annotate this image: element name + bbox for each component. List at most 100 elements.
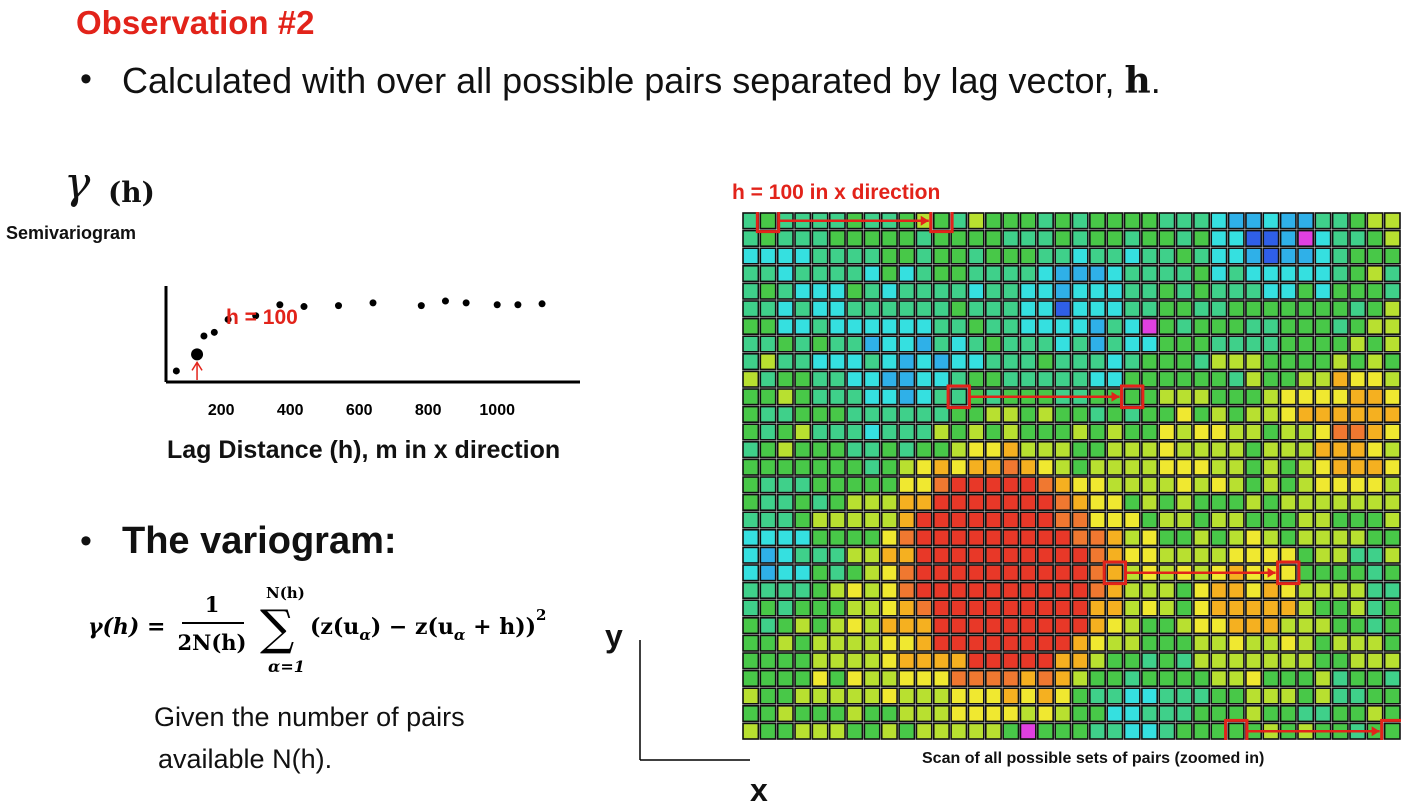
grid-cell xyxy=(1123,317,1141,335)
pairs-note-line1: Given the number of pairs xyxy=(154,702,465,732)
grid-cell xyxy=(1366,441,1384,459)
grid-cell xyxy=(1210,634,1228,652)
formula-numerator: 1 xyxy=(205,592,220,617)
grid-cell xyxy=(1349,335,1367,353)
grid-cell xyxy=(1089,353,1106,371)
grid-cell xyxy=(1349,282,1367,300)
grid-cell xyxy=(846,669,864,688)
grid-cell xyxy=(1210,300,1228,318)
grid-cell xyxy=(1019,212,1037,230)
grid-cell xyxy=(1193,546,1211,564)
grid-cell xyxy=(880,581,898,600)
grid-cell xyxy=(1314,335,1332,353)
grid-cell xyxy=(1245,493,1263,512)
grid-cell xyxy=(828,405,846,424)
grid-cell xyxy=(1383,423,1401,441)
grid-cell xyxy=(1019,247,1037,265)
grid-cell xyxy=(828,282,846,300)
grid-cell xyxy=(1297,335,1315,353)
grid-cell xyxy=(1245,528,1263,547)
grid-cell xyxy=(1054,687,1072,705)
grid-cell xyxy=(1227,493,1245,512)
grid-cell xyxy=(1314,669,1332,688)
grid-cell xyxy=(1089,528,1106,547)
grid-cell xyxy=(776,493,794,512)
chart-highlight-label: h = 100 xyxy=(226,306,298,329)
grid-cell xyxy=(1071,405,1089,424)
grid-cell xyxy=(915,704,933,723)
grid-cell xyxy=(1175,264,1193,283)
grid-cell xyxy=(1071,634,1089,652)
grid-cell xyxy=(1210,511,1228,529)
grid-cell xyxy=(1297,511,1315,529)
grid-cell xyxy=(1210,687,1228,705)
grid-cell xyxy=(1158,616,1176,635)
grid-cell xyxy=(742,528,760,547)
grid-cell xyxy=(1279,458,1297,476)
grid-cell xyxy=(880,353,898,371)
grid-cell xyxy=(776,264,794,283)
grid-cell xyxy=(828,353,846,371)
grid-cell xyxy=(1175,546,1193,564)
formula-power: 2 xyxy=(536,606,546,624)
grid-cell xyxy=(984,546,1002,564)
data-point xyxy=(300,303,308,311)
grid-cell xyxy=(1037,264,1054,283)
grid-cell xyxy=(776,511,794,529)
grid-cell xyxy=(1141,264,1159,283)
grid-cell xyxy=(1297,581,1315,600)
grid-cell xyxy=(1141,581,1159,600)
grid-cell xyxy=(984,722,1002,740)
grid-cell xyxy=(1089,423,1106,441)
grid-cell xyxy=(1245,264,1263,283)
grid-cell xyxy=(1279,441,1297,459)
grid-cell xyxy=(776,229,794,248)
grid-cell xyxy=(828,229,846,248)
grid-cell xyxy=(950,247,968,265)
grid-cell xyxy=(1037,581,1054,600)
grid-cell xyxy=(1227,264,1245,283)
grid-cell xyxy=(1054,704,1072,723)
grid-cell xyxy=(1054,476,1072,494)
grid-cell xyxy=(776,317,794,335)
grid-cell xyxy=(1037,722,1054,740)
grid-cell xyxy=(898,476,916,494)
grid-cell xyxy=(846,616,864,635)
grid-cell xyxy=(1054,564,1072,582)
grid-cell xyxy=(1210,476,1228,494)
grid-cell xyxy=(1071,528,1089,547)
grid-cell xyxy=(1262,581,1280,600)
grid-cell xyxy=(1227,722,1245,740)
grid-cell xyxy=(742,652,760,670)
grid-cell xyxy=(776,704,794,723)
grid-cell xyxy=(1245,229,1263,248)
grid-cell xyxy=(1227,317,1245,335)
grid-cell xyxy=(984,581,1002,600)
grid-cell xyxy=(1349,616,1367,635)
grid-cell xyxy=(915,476,933,494)
grid-cell xyxy=(950,564,968,582)
grid-cell xyxy=(1158,317,1176,335)
grid-cell xyxy=(863,546,881,564)
grid-cell xyxy=(1227,581,1245,600)
grid-cell xyxy=(1279,282,1297,300)
grid-cell xyxy=(1297,370,1315,388)
grid-cell xyxy=(915,300,933,318)
grid-cell xyxy=(1279,264,1297,283)
grid-cell xyxy=(1193,616,1211,635)
grid-cell xyxy=(880,388,898,406)
grid-cell xyxy=(1314,353,1332,371)
grid-cell xyxy=(967,511,985,529)
grid-cell xyxy=(828,652,846,670)
grid-cell xyxy=(759,317,777,335)
grid-cell xyxy=(1175,652,1193,670)
grid-cell xyxy=(1279,687,1297,705)
formula-sum-upper: N(h) xyxy=(266,584,305,602)
grid-cell xyxy=(1106,669,1124,688)
grid-cell xyxy=(1019,687,1037,705)
grid-cell xyxy=(846,229,864,248)
formula-denominator: 2N(h) xyxy=(178,630,247,655)
grid-cell xyxy=(1193,317,1211,335)
grid-cell xyxy=(1002,370,1020,388)
grid-cell xyxy=(1071,370,1089,388)
